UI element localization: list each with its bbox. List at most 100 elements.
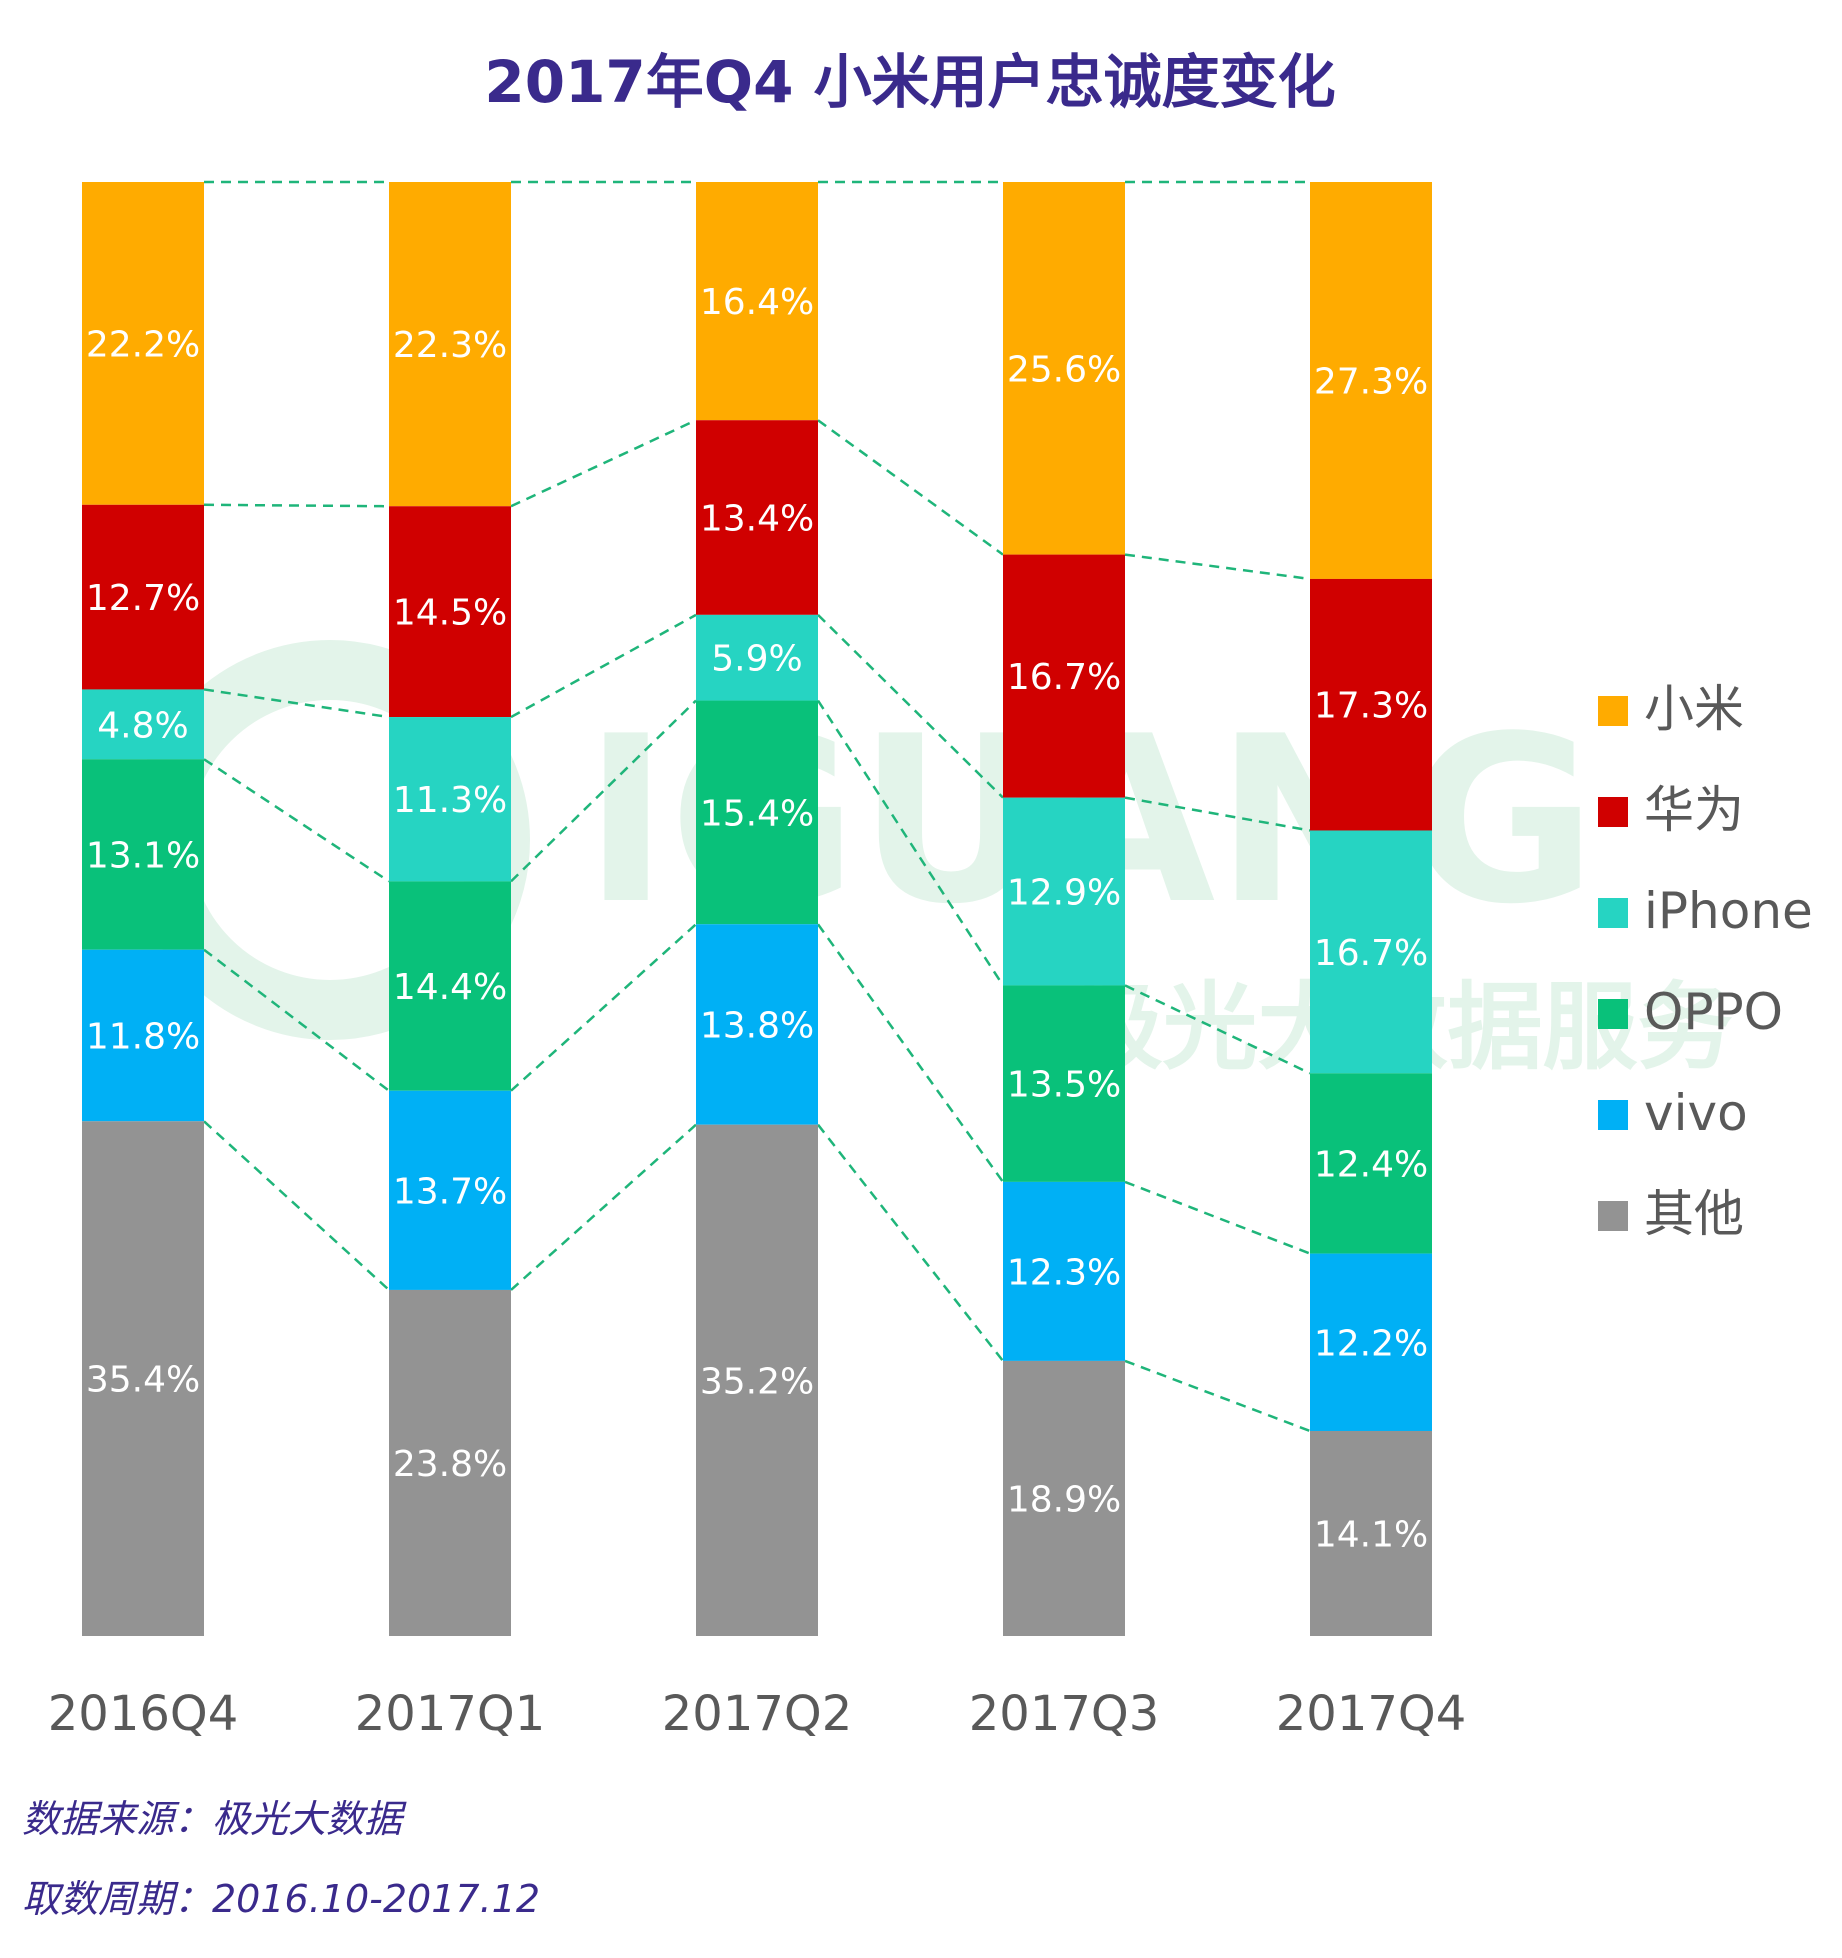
bar-value-label: 18.9% [1007, 1479, 1121, 1520]
bar-segment [696, 700, 818, 925]
legend-label: 小米 [1644, 680, 1744, 738]
bar-segment [1003, 1181, 1125, 1361]
bar-value-label: 35.2% [700, 1361, 814, 1402]
connector-lines [203, 180, 1311, 1433]
bar-value-label: 12.7% [86, 578, 200, 619]
connector-line [510, 1123, 697, 1291]
bar-value-label: 16.7% [1314, 933, 1428, 974]
bar-segment [1003, 797, 1125, 986]
bar-value-label: 22.2% [86, 324, 200, 365]
bar-segment [389, 1289, 511, 1636]
bar-value-label: 25.6% [1007, 349, 1121, 390]
connector-line [816, 923, 1005, 1183]
bar-segment [696, 614, 818, 701]
legend-swatch [1598, 696, 1628, 726]
legend-swatch [1598, 1201, 1628, 1231]
connector-line [203, 1120, 390, 1291]
bar-value-label: 12.4% [1314, 1144, 1428, 1185]
bar-segment [82, 1121, 204, 1636]
bar-segment [1310, 1430, 1432, 1636]
bar-segment [82, 689, 204, 760]
legend-label: iPhone [1644, 882, 1813, 940]
bar-value-label: 13.5% [1007, 1065, 1121, 1106]
bar-value-label: 27.3% [1314, 361, 1428, 402]
connector-line [510, 613, 697, 719]
bar-segment [389, 1090, 511, 1290]
bar-segment [1003, 1360, 1125, 1636]
connector-line [1124, 984, 1311, 1075]
data-period-note: 取数周期：2016.10-2017.12 [22, 1877, 540, 1921]
legend-label: OPPO [1644, 983, 1783, 1041]
connector-line [203, 688, 390, 719]
bar-segment [696, 1124, 818, 1636]
bar-value-label: 13.7% [393, 1171, 507, 1212]
bar-segment [1310, 182, 1432, 579]
bar-value-label: 16.7% [1007, 657, 1121, 698]
legend-label: vivo [1644, 1084, 1748, 1142]
connector-line [510, 699, 697, 883]
x-axis-tick-labels: 2016Q4 2017Q1 2017Q2 2017Q3 2017Q4 [48, 1686, 1466, 1742]
bar-value-label: 12.3% [1007, 1252, 1121, 1293]
bar-segment [1310, 1253, 1432, 1431]
connector-line [1124, 796, 1311, 832]
bar-value-label: 14.5% [393, 593, 507, 634]
bar-value-label: 16.4% [700, 282, 814, 323]
bar-value-label: 11.3% [393, 780, 507, 821]
connector-line [1124, 553, 1311, 581]
bar-segment [696, 182, 818, 421]
bar-segment [82, 759, 204, 950]
bar-value-label: 15.4% [700, 793, 814, 834]
bar-value-label: 22.3% [393, 325, 507, 366]
bar-segment [82, 182, 204, 505]
legend-swatch [1598, 1100, 1628, 1130]
bar-segment [82, 504, 204, 690]
connector-line [1124, 1180, 1311, 1255]
connector-line [203, 503, 390, 508]
bar-segment [82, 949, 204, 1122]
connector-line [817, 613, 1004, 799]
x-tick-label: 2017Q1 [355, 1686, 545, 1742]
bar-value-label: 5.9% [711, 639, 802, 680]
bar-value-label: 14.1% [1314, 1514, 1428, 1555]
legend-swatch [1598, 797, 1628, 827]
bars [82, 182, 1432, 1636]
bar-value-label: 35.4% [86, 1360, 200, 1401]
x-tick-label: 2017Q2 [662, 1686, 852, 1742]
legend-label: 华为 [1644, 781, 1744, 839]
bar-value-label: 4.8% [97, 705, 188, 746]
connector-line [203, 758, 390, 883]
legend-label: 其他 [1644, 1185, 1744, 1243]
bar-value-label: 23.8% [393, 1444, 507, 1485]
connector-line [816, 699, 1005, 987]
x-tick-label: 2017Q4 [1276, 1686, 1466, 1742]
connector-line [510, 923, 697, 1092]
data-source-note: 数据来源：极光大数据 [22, 1797, 403, 1841]
bar-segment [389, 182, 511, 507]
bar-segment [389, 717, 511, 882]
bar-segment [696, 420, 818, 615]
bar-value-label: 14.4% [393, 967, 507, 1008]
bar-segment [1310, 830, 1432, 1074]
bar-value-label: 12.9% [1007, 873, 1121, 914]
connector-line [817, 419, 1004, 556]
bar-segment [1310, 1073, 1432, 1254]
bar-value-label: 13.8% [700, 1005, 814, 1046]
bar-segment [389, 881, 511, 1091]
bar-value-labels: 22.2% 12.7% 4.8% 13.1% 11.8% 35.4% 22.3% 14.5% 1… [86, 282, 1428, 1555]
connector-line [510, 419, 697, 508]
chart-title: 2017年Q4 小米用户忠诚度变化 [484, 48, 1335, 116]
bar-value-label: 13.1% [86, 835, 200, 876]
bar-segment [1003, 985, 1125, 1182]
bar-value-label: 11.8% [86, 1016, 200, 1057]
x-tick-label: 2017Q3 [969, 1686, 1159, 1742]
bar-value-label: 13.4% [700, 499, 814, 540]
bar-segment [696, 924, 818, 1125]
bar-segment [1003, 554, 1125, 798]
bar-value-label: 17.3% [1314, 686, 1428, 727]
connector-line [817, 1123, 1004, 1362]
legend-swatch [1598, 898, 1628, 928]
bar-segment [389, 506, 511, 718]
bar-value-label: 12.2% [1314, 1323, 1428, 1364]
